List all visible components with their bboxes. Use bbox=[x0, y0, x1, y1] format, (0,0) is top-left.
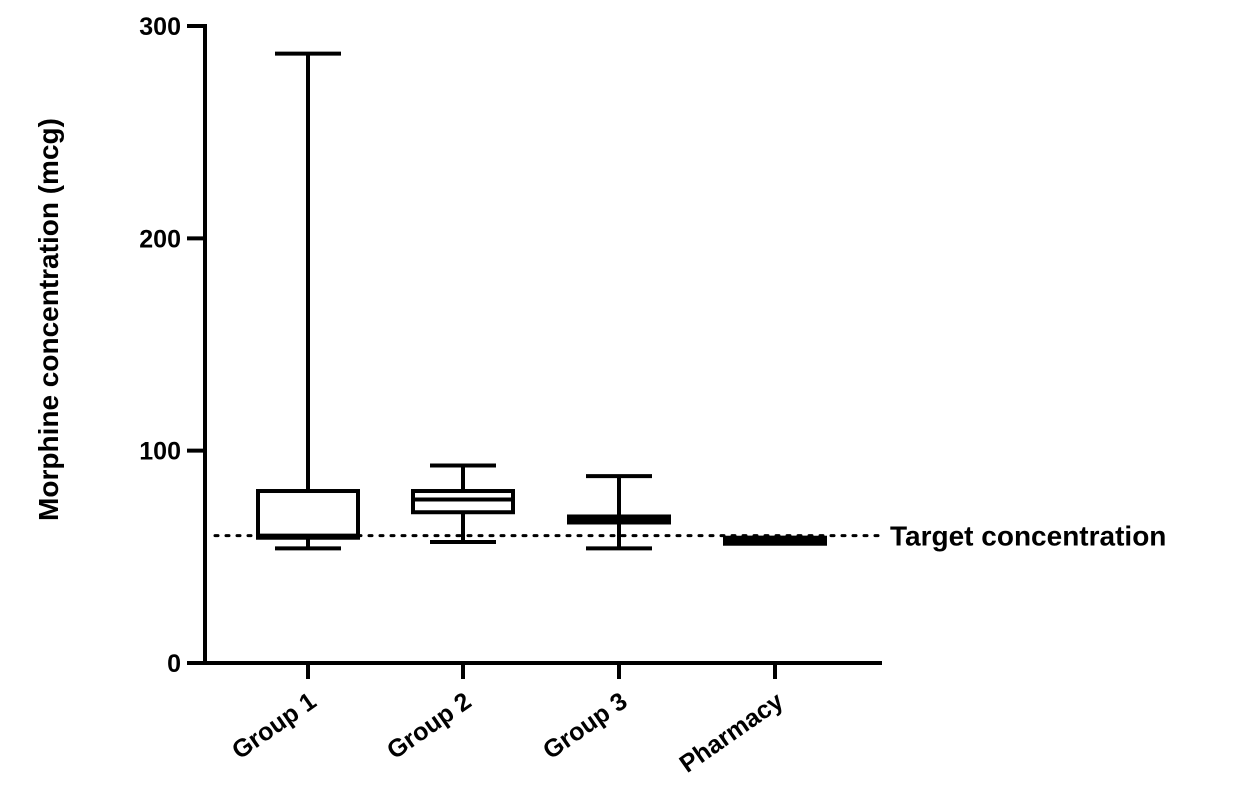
boxes-layer bbox=[256, 51, 827, 551]
x-tick-label-1: Group 1 bbox=[227, 687, 322, 765]
x-ticks-layer: Group 1 Group 2 Group 3 Pharmacy bbox=[227, 663, 789, 778]
x-tick-label-3: Group 3 bbox=[538, 687, 633, 765]
x-tick-label-4: Pharmacy bbox=[674, 687, 788, 779]
y-tick-label-0: 0 bbox=[167, 650, 181, 678]
y-tick-label-100: 100 bbox=[139, 438, 181, 466]
y-tick-label-200: 200 bbox=[139, 225, 181, 253]
target-reference-label: Target concentration bbox=[890, 521, 1166, 552]
box-1-iqr bbox=[256, 489, 360, 540]
y-axis-title: Morphine concentration (mcg) bbox=[33, 118, 64, 521]
y-tick-label-300: 300 bbox=[139, 13, 181, 41]
axes-layer bbox=[203, 24, 882, 665]
box-2 bbox=[411, 463, 515, 544]
x-tick-label-2: Group 2 bbox=[382, 687, 477, 765]
box-4 bbox=[723, 535, 827, 546]
box-2-iqr bbox=[411, 489, 515, 515]
y-ticks-layer: 0 100 200 300 bbox=[139, 13, 205, 678]
box-3 bbox=[567, 474, 671, 551]
box-1 bbox=[256, 51, 360, 551]
